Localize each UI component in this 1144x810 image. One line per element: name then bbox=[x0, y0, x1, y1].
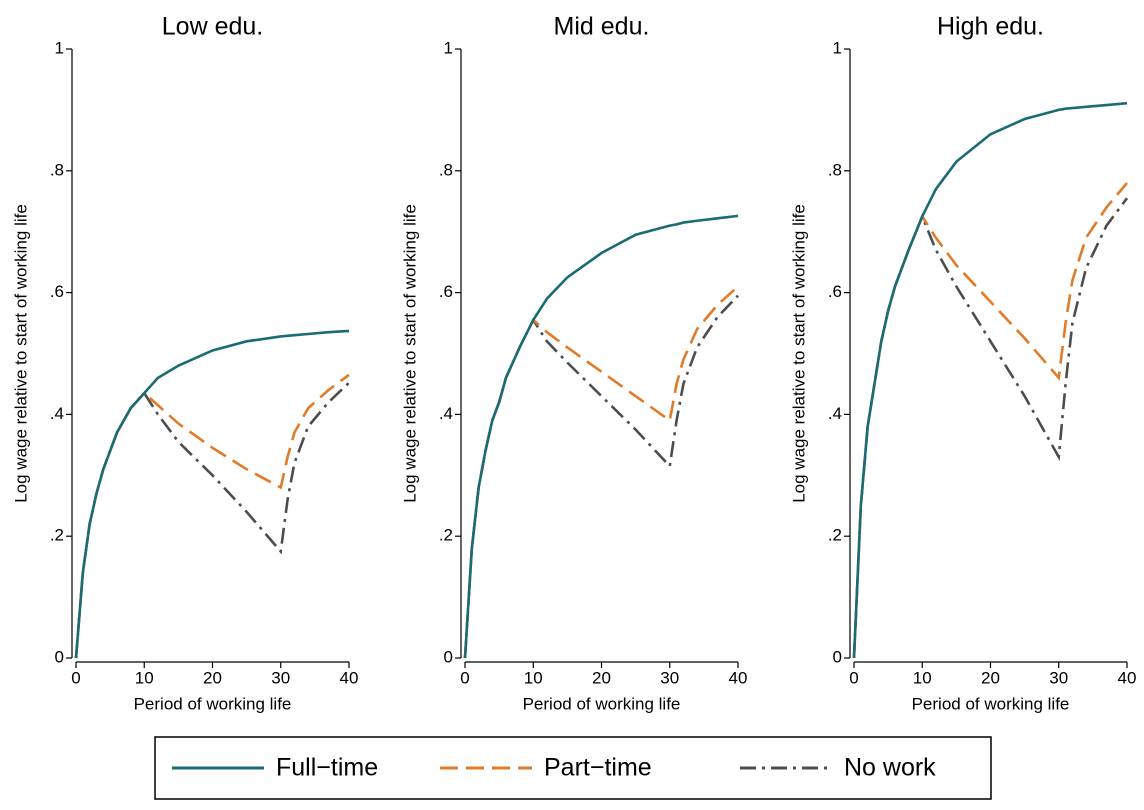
x-tick-label: 20 bbox=[592, 668, 611, 687]
series-line bbox=[463, 214, 739, 659]
series-line bbox=[463, 294, 739, 659]
y-tick-label: .4 bbox=[50, 404, 64, 423]
series-line bbox=[74, 329, 350, 659]
legend-label: No work bbox=[844, 754, 936, 782]
y-tick-label: .4 bbox=[439, 404, 453, 423]
x-tick-label: 10 bbox=[913, 668, 932, 687]
x-tick-label: 20 bbox=[981, 668, 1000, 687]
x-tick-label: 40 bbox=[729, 668, 748, 687]
x-tick-label: 40 bbox=[340, 668, 359, 687]
y-tick-label: 1 bbox=[833, 38, 842, 57]
x-tick-label: 30 bbox=[271, 668, 290, 687]
x-tick-label: 30 bbox=[660, 668, 679, 687]
y-tick-label: 0 bbox=[833, 647, 842, 666]
legend-box bbox=[154, 736, 992, 800]
y-tick-label: .4 bbox=[828, 404, 842, 423]
series-line bbox=[463, 285, 739, 659]
y-tick-label: .2 bbox=[50, 526, 64, 545]
x-tick-label: 10 bbox=[524, 668, 543, 687]
x-axis-label: Period of working life bbox=[523, 694, 681, 713]
x-axis-label: Period of working life bbox=[912, 694, 1070, 713]
y-tick-label: .2 bbox=[828, 526, 842, 545]
x-tick-label: 20 bbox=[203, 668, 222, 687]
y-tick-label: .8 bbox=[50, 160, 64, 179]
x-tick-label: 0 bbox=[460, 668, 469, 687]
y-tick-label: 1 bbox=[444, 38, 453, 57]
y-tick-label: .8 bbox=[439, 160, 453, 179]
x-tick-label: 0 bbox=[71, 668, 80, 687]
y-axis-label: Log wage relative to start of working li… bbox=[11, 204, 30, 503]
x-tick-label: 30 bbox=[1049, 668, 1068, 687]
panel-title: Mid edu. bbox=[554, 13, 650, 41]
y-tick-label: 0 bbox=[444, 647, 453, 666]
y-tick-label: .6 bbox=[50, 282, 64, 301]
legend-label: Part−time bbox=[544, 754, 652, 782]
series-line bbox=[74, 373, 350, 659]
x-axis-label: Period of working life bbox=[134, 694, 292, 713]
y-tick-label: 0 bbox=[55, 647, 64, 666]
series-line bbox=[852, 182, 1128, 659]
panel-title: High edu. bbox=[937, 13, 1044, 41]
x-tick-label: 0 bbox=[849, 668, 858, 687]
series-line bbox=[74, 381, 350, 659]
x-tick-label: 10 bbox=[135, 668, 154, 687]
y-tick-label: .6 bbox=[828, 282, 842, 301]
legend-label: Full−time bbox=[276, 754, 378, 782]
y-tick-label: .8 bbox=[828, 160, 842, 179]
y-axis-label: Log wage relative to start of working li… bbox=[400, 204, 419, 503]
y-axis-label: Log wage relative to start of working li… bbox=[789, 204, 808, 503]
y-tick-label: .2 bbox=[439, 526, 453, 545]
y-tick-label: 1 bbox=[55, 38, 64, 57]
panel-title: Low edu. bbox=[162, 13, 263, 41]
series-line bbox=[852, 197, 1129, 659]
x-tick-label: 40 bbox=[1118, 668, 1137, 687]
series-line bbox=[852, 101, 1128, 659]
y-tick-label: .6 bbox=[439, 282, 453, 301]
